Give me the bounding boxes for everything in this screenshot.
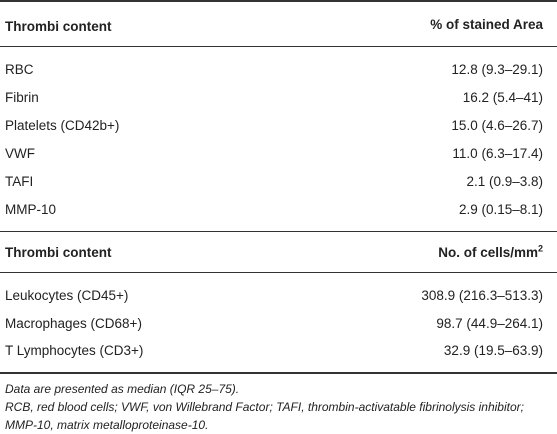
table-row: Macrophages (CD68+) 98.7 (44.9–264.1) xyxy=(0,309,557,337)
row-label: VWF xyxy=(5,145,35,161)
row-label: Platelets (CD42b+) xyxy=(5,117,120,133)
section1-header-row: Thrombi content % of stained Area xyxy=(0,0,557,47)
section1-header-right: % of stained Area xyxy=(294,0,557,47)
row-value: 98.7 (44.9–264.1) xyxy=(436,315,543,331)
section2-header-row: Thrombi content No. of cells/mm2 xyxy=(0,231,557,273)
footnote-median: Data are presented as median (IQR 25–75)… xyxy=(5,382,240,396)
row-value: 12.8 (9.3–29.1) xyxy=(451,61,543,77)
table-row: Leukocytes (CD45+) 308.9 (216.3–513.3) xyxy=(0,281,557,309)
table-row: TAFI 2.1 (0.9–3.8) xyxy=(0,167,557,195)
row-label: Leukocytes (CD45+) xyxy=(5,287,129,303)
section2-header-right: No. of cells/mm2 xyxy=(294,231,557,273)
row-value: 2.9 (0.15–8.1) xyxy=(458,201,543,217)
spacer xyxy=(0,223,557,232)
table-row: Fibrin 16.2 (5.4–41) xyxy=(0,83,557,111)
spacer xyxy=(0,47,557,56)
row-value: 2.1 (0.9–3.8) xyxy=(466,173,543,189)
row-label: Macrophages (CD68+) xyxy=(5,315,142,331)
section2-header-right-main: No. of cells/mm xyxy=(438,244,538,260)
spacer xyxy=(0,273,557,282)
row-value: 15.0 (4.6–26.7) xyxy=(451,117,543,133)
table-row: VWF 11.0 (6.3–17.4) xyxy=(0,139,557,167)
row-label: T Lymphocytes (CD3+) xyxy=(5,342,144,358)
thrombi-content-table: Thrombi content % of stained Area RBC 12… xyxy=(0,0,557,363)
row-value: 11.0 (6.3–17.4) xyxy=(452,145,543,161)
section2-header-right-sup: 2 xyxy=(537,243,543,253)
row-value: 16.2 (5.4–41) xyxy=(462,89,543,105)
row-value: 32.9 (19.5–63.9) xyxy=(443,342,543,358)
table-row: Platelets (CD42b+) 15.0 (4.6–26.7) xyxy=(0,111,557,139)
section1-header-left: Thrombi content xyxy=(0,0,295,47)
row-value: 308.9 (216.3–513.3) xyxy=(421,287,543,303)
row-label: Fibrin xyxy=(5,89,39,105)
section2-header-left: Thrombi content xyxy=(0,231,295,273)
table-row: T Lymphocytes (CD3+) 32.9 (19.5–63.9) xyxy=(0,337,557,363)
table-row: RBC 12.8 (9.3–29.1) xyxy=(0,55,557,83)
table-row: MMP-10 2.9 (0.15–8.1) xyxy=(0,195,557,223)
row-label: TAFI xyxy=(5,173,34,189)
row-label: MMP-10 xyxy=(5,201,57,217)
table-bottom-rule xyxy=(0,372,557,374)
row-label: RBC xyxy=(5,61,34,77)
